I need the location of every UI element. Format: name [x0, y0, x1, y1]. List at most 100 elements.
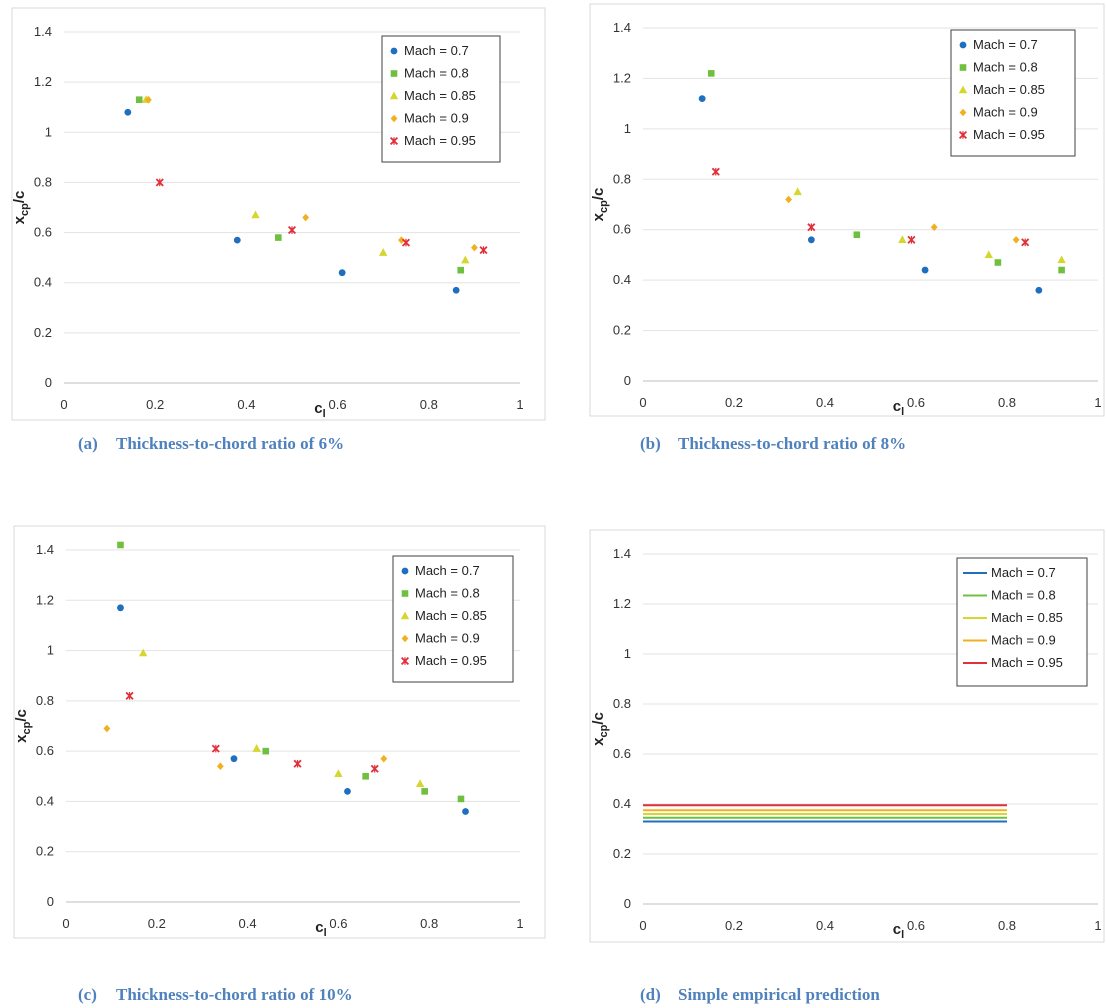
y-tick-label: 1.4 [613, 20, 631, 35]
legend: Mach = 0.7 Mach = 0.8 Mach = 0.85 Mach = 0.… [392, 555, 514, 683]
x-tick-label: 0 [639, 918, 646, 933]
series-mach-0-85 [138, 648, 425, 788]
caption-a: (a) Thickness-to-chord ratio of 6% [78, 434, 344, 454]
point-mach-0-9 [103, 724, 111, 733]
legend-swatch-mach-0-95 [958, 130, 968, 140]
legend-swatch-mach-0-95 [400, 656, 410, 666]
y-axis-label: xcp/c [590, 712, 610, 746]
point-mach-0-8 [1058, 266, 1065, 274]
series-mach-0-7 [124, 108, 460, 294]
caption-d-text: Simple empirical prediction [678, 985, 880, 1004]
y-tick-label: 0.8 [613, 171, 631, 186]
y-tick-label: 1 [47, 643, 54, 658]
legend-label-mach-0-8: Mach = 0.8 [404, 66, 469, 81]
point-mach-0-85 [379, 248, 388, 256]
chart-panel-d: 0 0.2 0.4 0.6 0.8 1 1.2 1.4 0 0.2 0.4 0.6 0.8 1 cl xcp/… [553, 500, 1106, 970]
gridlines [64, 31, 520, 384]
caption-d-tag: (d) [640, 985, 661, 1004]
point-mach-0-8 [707, 70, 715, 77]
y-axis-label: xcp/c [13, 709, 33, 743]
x-tick-label: 0.8 [420, 916, 438, 931]
x-tick-label: 0.6 [907, 918, 925, 933]
caption-b-text: Thickness-to-chord ratio of 8% [678, 434, 907, 453]
legend-label-mach-0-9: Mach = 0.9 [415, 631, 480, 646]
point-mach-0-85 [984, 250, 993, 259]
y-tick-label: 0.6 [613, 222, 631, 237]
point-mach-0-9 [930, 223, 938, 231]
point-mach-0-7 [344, 787, 351, 795]
series-mach-0-8 [707, 70, 1065, 274]
y-tick-label: 1.2 [34, 74, 52, 89]
legend: Mach = 0.7 Mach = 0.8 Mach = 0.85 Mach = 0.… [956, 557, 1088, 687]
legend-label-mach-0-95: Mach = 0.95 [973, 127, 1045, 142]
legend-label-mach-0-8: Mach = 0.8 [415, 586, 480, 601]
legend-swatch-mach-0-8 [959, 64, 967, 71]
caption-c-tag: (c) [78, 985, 97, 1004]
y-tick-label: 0 [624, 373, 631, 388]
x-tick-label: 0.4 [239, 916, 257, 931]
point-mach-0-8 [117, 541, 124, 549]
legend-box [956, 557, 1088, 687]
x-tick-label: 0.8 [420, 397, 438, 412]
chart-panel-a: 0 0.2 0.4 0.6 0.8 1 1.2 1.4 0 0.2 0.4 0.6 0.8 1 cl xcp/… [0, 0, 553, 470]
y-tick-label: 0.4 [613, 272, 631, 287]
caption-a-text: Thickness-to-chord ratio of 6% [116, 434, 345, 453]
legend-label-mach-0-9: Mach = 0.9 [973, 105, 1038, 120]
legend-swatch-mach-0-95 [389, 136, 399, 146]
y-tick-label: 1.2 [36, 592, 54, 607]
x-tick-label: 1 [516, 397, 523, 412]
legend-swatch-mach-0-8 [390, 70, 398, 77]
point-mach-0-85 [251, 210, 260, 219]
legend-label-mach-0-85: Mach = 0.85 [973, 82, 1045, 97]
x-tick-label: 0 [60, 397, 67, 412]
chart-panel-b: 0 0.2 0.4 0.6 0.8 1 1.2 1.4 0 0.2 0.4 0.6 0.8 1 cl xcp/… [553, 0, 1106, 470]
x-tick-label: 0 [62, 916, 69, 931]
point-mach-0-95 [479, 246, 488, 255]
point-mach-0-8 [457, 266, 465, 274]
point-mach-0-7 [462, 808, 469, 815]
legend-swatch-mach-0-85 [389, 91, 399, 100]
y-tick-label: 0.8 [613, 696, 631, 711]
y-tick-label: 0 [624, 896, 631, 911]
x-tick-label: 0.2 [148, 916, 166, 931]
caption-b: (b) Thickness-to-chord ratio of 8% [640, 434, 906, 454]
series-mach-0-7 [117, 604, 469, 815]
point-mach-0-8 [362, 772, 369, 780]
y-tick-label: 0.4 [613, 796, 631, 811]
point-mach-0-95 [1021, 238, 1030, 247]
x-tick-label: 0.6 [329, 397, 347, 412]
series-mach-0-95 [125, 691, 379, 773]
legend-swatch-mach-0-85 [958, 85, 968, 94]
point-mach-0-7 [230, 755, 238, 763]
point-mach-0-7 [921, 266, 929, 274]
chart-svg-b: 0 0.2 0.4 0.6 0.8 1 1.2 1.4 0 0.2 0.4 0.6 0.8 1 cl xcp/… [589, 3, 1105, 418]
x-tick-label: 1 [1094, 918, 1101, 933]
caption-a-tag: (a) [78, 434, 98, 453]
series-mach-0-95 [711, 167, 1030, 247]
point-mach-0-8 [457, 795, 465, 803]
y-tick-label: 0.6 [34, 225, 52, 240]
y-tick-label: 0.2 [613, 846, 631, 861]
legend-label-mach-0-85: Mach = 0.85 [415, 608, 487, 623]
point-mach-0-95 [711, 167, 720, 176]
caption-d: (d) Simple empirical prediction [640, 985, 880, 1005]
point-mach-0-9 [471, 243, 478, 252]
y-tick-label: 1 [624, 121, 631, 136]
point-mach-0-95 [807, 223, 816, 232]
point-mach-0-95 [293, 759, 302, 768]
y-tick-label: 0.6 [613, 746, 631, 761]
point-mach-0-8 [994, 259, 1002, 266]
chart-svg-d: 0 0.2 0.4 0.6 0.8 1 1.2 1.4 0 0.2 0.4 0.6 0.8 1 cl xcp/… [589, 529, 1105, 943]
x-tick-label: 0.2 [725, 918, 743, 933]
x-tick-label: 0.8 [998, 395, 1016, 410]
legend-box [381, 35, 501, 163]
x-axis-label: cl [315, 919, 326, 939]
y-tick-label: 0.6 [36, 743, 54, 758]
legend-label-mach-0-95: Mach = 0.95 [991, 655, 1063, 670]
x-tick-label: 0.4 [237, 397, 255, 412]
y-tick-label: 1 [624, 646, 631, 661]
point-mach-0-8 [135, 96, 143, 103]
point-mach-0-95 [287, 226, 297, 235]
point-mach-0-9 [398, 236, 405, 244]
legend: Mach = 0.7 Mach = 0.8 Mach = 0.85 Mach = 0.… [381, 35, 501, 163]
